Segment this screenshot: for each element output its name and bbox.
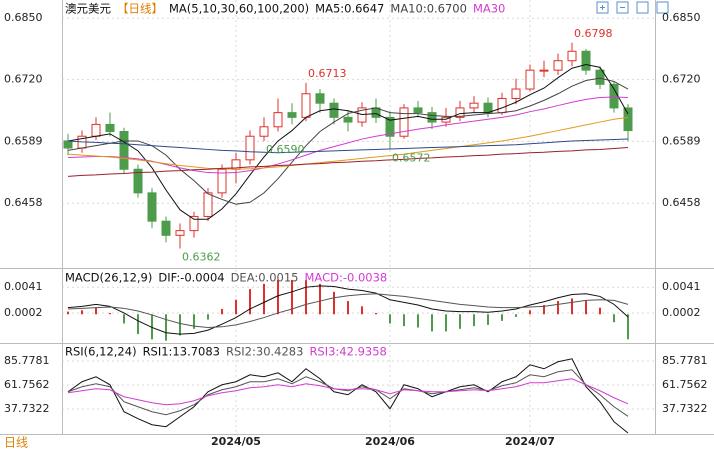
candle-body	[105, 123, 115, 133]
legend-entry: MA5:0.6647	[315, 2, 384, 16]
y-tick-label-right: 0.6458	[662, 196, 701, 209]
legend-entry: RSI2:30.4283	[226, 345, 303, 359]
candle-body	[343, 116, 353, 123]
price-annotation: 0.6362	[182, 251, 221, 264]
candle-body	[413, 107, 423, 114]
zoom-out-icon[interactable]	[616, 1, 629, 14]
y-tick-label-right: 0.6720	[662, 73, 701, 86]
candle-body	[301, 93, 311, 118]
candle-body	[189, 215, 199, 232]
candle-body	[203, 192, 213, 217]
price-annotation: 0.6590	[266, 143, 305, 156]
indicator-line	[67, 378, 629, 406]
y-tick-label: 0.0002	[4, 306, 43, 319]
legend-entry: DIF:-0.0004	[158, 271, 224, 285]
candle-body	[539, 69, 549, 72]
legend-entry: RSI1:13.7083	[143, 345, 220, 359]
candle-body	[245, 135, 255, 161]
candle-body	[133, 168, 143, 194]
candle-body	[315, 93, 325, 104]
candle-body	[161, 220, 171, 236]
fullscreen-icon[interactable]	[636, 1, 649, 14]
price-annotation: 0.6798	[574, 27, 613, 40]
candle-body	[609, 83, 619, 109]
legend-entry: MACD:-0.0038	[304, 271, 387, 285]
indicator-line	[67, 116, 629, 170]
panel-label: MA(5,10,30,60,100,200)	[169, 2, 309, 16]
candle-body	[287, 112, 297, 118]
indicator-line	[67, 293, 629, 328]
candle-body	[511, 88, 521, 99]
y-tick-label-right: 0.6850	[662, 11, 701, 24]
x-tick-label: 2024/05	[211, 435, 261, 448]
toolbar[interactable]	[596, 1, 669, 14]
y-tick-label: 0.6720	[4, 73, 43, 86]
indicator-line	[67, 285, 629, 335]
period-tab[interactable]: 日线	[4, 436, 28, 450]
candle-body	[91, 123, 101, 137]
y-tick-label: 0.6850	[4, 11, 43, 24]
y-tick-label: 0.6589	[4, 134, 43, 147]
candle-body	[497, 97, 507, 114]
y-tick-label: 61.7562	[4, 378, 50, 391]
candle-body	[175, 230, 185, 236]
y-tick-label-right: 85.7781	[662, 354, 708, 367]
panel-title: 澳元美元	[65, 2, 111, 16]
y-tick-label: 0.6458	[4, 196, 43, 209]
y-tick-label-right: 0.0041	[662, 280, 701, 293]
candle-body	[385, 116, 395, 137]
legend-entry: MA10:0.6700	[390, 2, 467, 16]
candle-body	[329, 102, 339, 118]
indicator-line	[67, 77, 629, 205]
indicator-line	[67, 147, 629, 177]
legend-entry: MA30	[473, 2, 505, 16]
candle-body	[567, 50, 577, 62]
indicator-line	[67, 63, 629, 220]
panel-title: MACD(26,12,9)	[65, 271, 152, 285]
legend-entry: RSI3:42.9358	[309, 345, 386, 359]
candle-body	[119, 131, 129, 170]
panel-subtitle: 【日线】	[117, 2, 163, 16]
legend-entry: DEA:0.0015	[231, 271, 299, 285]
candle-body	[273, 112, 283, 128]
indicator-line	[67, 358, 629, 434]
candle-body	[63, 140, 73, 149]
y-tick-label-right: 61.7562	[662, 378, 708, 391]
indicator-line	[67, 369, 629, 417]
settings-icon[interactable]	[656, 1, 669, 14]
candle-body	[525, 69, 535, 90]
candle-body	[427, 112, 437, 123]
candle-body	[469, 102, 479, 109]
candle-body	[623, 107, 633, 132]
price-annotation: 0.6572	[392, 151, 431, 164]
candle-body	[147, 192, 157, 222]
candle-body	[399, 107, 409, 137]
indicator-line	[67, 138, 629, 154]
candle-body	[595, 69, 605, 85]
x-tick-label: 2024/07	[505, 435, 555, 448]
y-tick-label-right: 0.6589	[662, 134, 701, 147]
y-tick-label-right: 37.7322	[662, 402, 708, 415]
candle-body	[259, 126, 269, 137]
candle-body	[553, 60, 563, 71]
y-tick-label: 37.7322	[4, 402, 50, 415]
panel-title: RSI(6,12,24)	[65, 345, 137, 359]
candle-body	[455, 107, 465, 118]
x-tick-label: 2024/06	[365, 435, 415, 448]
y-tick-label: 0.0041	[4, 280, 43, 293]
candle-body	[581, 50, 591, 71]
price-annotation: 0.6713	[308, 67, 347, 80]
zoom-in-icon[interactable]	[596, 1, 609, 14]
y-tick-label-right: 0.0002	[662, 306, 701, 319]
y-tick-label: 85.7781	[4, 354, 50, 367]
